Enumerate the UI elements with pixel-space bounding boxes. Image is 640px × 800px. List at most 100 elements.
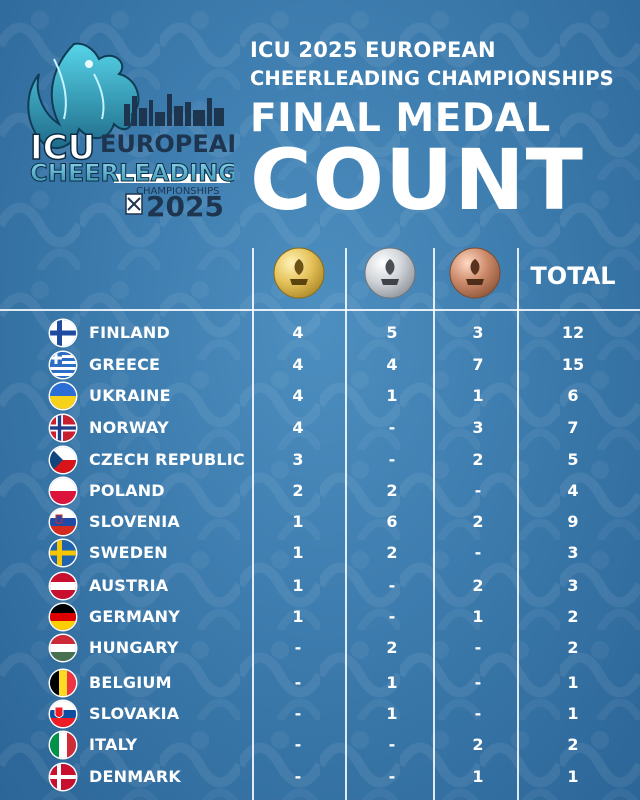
silver-count: 2 (386, 638, 398, 657)
table-row: FINLAND 4 5 3 12 (0, 317, 640, 348)
poland-flag-icon (50, 478, 76, 504)
hungary-flag-icon (50, 635, 76, 661)
country-name: SLOVAKIA (89, 704, 180, 723)
gold-count: 4 (292, 386, 304, 405)
silver-medal-icon (364, 247, 416, 299)
slovakia-flag-icon (50, 701, 76, 727)
table-row: DENMARK - - 1 1 (0, 761, 640, 792)
silver-count: 1 (386, 673, 398, 692)
total-count: 6 (567, 386, 579, 405)
gold-count: - (294, 638, 302, 657)
germany-flag-icon (50, 604, 76, 630)
silver-count: 4 (386, 355, 398, 374)
bronze-count: 2 (472, 450, 484, 469)
total-count: 15 (561, 355, 585, 374)
total-count: 2 (567, 638, 579, 657)
country-name: DENMARK (89, 767, 182, 786)
total-count: 2 (567, 735, 579, 754)
country-name: NORWAY (89, 418, 169, 437)
gold-count: 2 (292, 481, 304, 500)
page-title: FINAL MEDAL (250, 96, 551, 141)
sweden-flag-icon (50, 540, 76, 566)
country-name: BELGIUM (89, 673, 172, 692)
bronze-count: - (474, 543, 482, 562)
bronze-count: 2 (472, 735, 484, 754)
country-name: HUNGARY (89, 638, 179, 657)
table-row: SLOVENIA 1 6 2 9 (0, 506, 640, 537)
country-name: AUSTRIA (89, 576, 169, 595)
table-row: BELGIUM - 1 - 1 (0, 667, 640, 698)
silver-count: - (388, 450, 396, 469)
city-skyline (124, 94, 224, 126)
gold-count: - (294, 767, 302, 786)
bronze-count: 2 (472, 512, 484, 531)
bronze-count: - (474, 481, 482, 500)
gold-count: - (294, 704, 302, 723)
bronze-medal-icon (449, 247, 501, 299)
gold-count: 1 (292, 576, 304, 595)
total-count: 9 (567, 512, 579, 531)
logo-year-text: 2025 (146, 190, 224, 223)
gold-count: 1 (292, 512, 304, 531)
bronze-count: 1 (472, 607, 484, 626)
total-count: 7 (567, 418, 579, 437)
italy-flag-icon (50, 732, 76, 758)
total-count: 1 (567, 704, 579, 723)
bronze-count: 7 (472, 355, 484, 374)
column-divider (517, 248, 519, 800)
finland-flag-icon (50, 320, 76, 346)
gold-count: - (294, 673, 302, 692)
table-row: GERMANY 1 - 1 2 (0, 601, 640, 632)
total-column-header: TOTAL (530, 262, 616, 290)
gold-count: 3 (292, 450, 304, 469)
column-divider (433, 248, 435, 800)
table-row: CZECH REPUBLIC 3 - 2 5 (0, 444, 640, 475)
total-count: 5 (567, 450, 579, 469)
table-row: SWEDEN 1 2 - 3 (0, 537, 640, 568)
table-row: NORWAY 4 - 3 7 (0, 412, 640, 443)
gold-count: 4 (292, 418, 304, 437)
silver-count: - (388, 735, 396, 754)
silver-count: 1 (386, 386, 398, 405)
total-count: 3 (567, 576, 579, 595)
total-count: 1 (567, 767, 579, 786)
greece-flag-icon (50, 352, 76, 378)
silver-count: - (388, 418, 396, 437)
total-count: 4 (567, 481, 579, 500)
silver-count: 2 (386, 481, 398, 500)
gold-medal-icon (273, 247, 325, 299)
bronze-count: - (474, 704, 482, 723)
logo-european-text: EUROPEAN (100, 130, 234, 158)
bronze-count: 2 (472, 576, 484, 595)
logo-cheerleading-text: CHEERLEADING (30, 159, 234, 187)
page-title-large: COUNT (250, 131, 584, 229)
gold-count: 1 (292, 607, 304, 626)
bronze-count: 1 (472, 767, 484, 786)
silver-count: 2 (386, 543, 398, 562)
country-name: UKRAINE (89, 386, 171, 405)
belgium-flag-icon (50, 670, 76, 696)
bronze-count: 1 (472, 386, 484, 405)
gold-count: - (294, 735, 302, 754)
silver-count: - (388, 576, 396, 595)
column-divider (252, 248, 254, 800)
gold-count: 4 (292, 323, 304, 342)
header-separator (0, 309, 640, 311)
total-count: 2 (567, 607, 579, 626)
country-name: FINLAND (89, 323, 170, 342)
header-line-1: ICU 2025 EUROPEAN (250, 38, 496, 62)
austria-flag-icon (50, 573, 76, 599)
gold-count: 4 (292, 355, 304, 374)
country-name: GERMANY (89, 607, 181, 626)
table-row: POLAND 2 2 - 4 (0, 475, 640, 506)
table-row: HUNGARY - 2 - 2 (0, 632, 640, 663)
ukraine-flag-icon (50, 383, 76, 409)
column-divider (345, 248, 347, 800)
event-logo: ICU EUROPEAN CHEERLEADING CHAMPIONSHIPS … (14, 34, 247, 224)
czech-flag-icon (50, 447, 76, 473)
silver-count: - (388, 767, 396, 786)
dragon-logo-icon (27, 42, 140, 149)
silver-count: 6 (386, 512, 398, 531)
country-name: GREECE (89, 355, 161, 374)
total-count: 12 (561, 323, 585, 342)
